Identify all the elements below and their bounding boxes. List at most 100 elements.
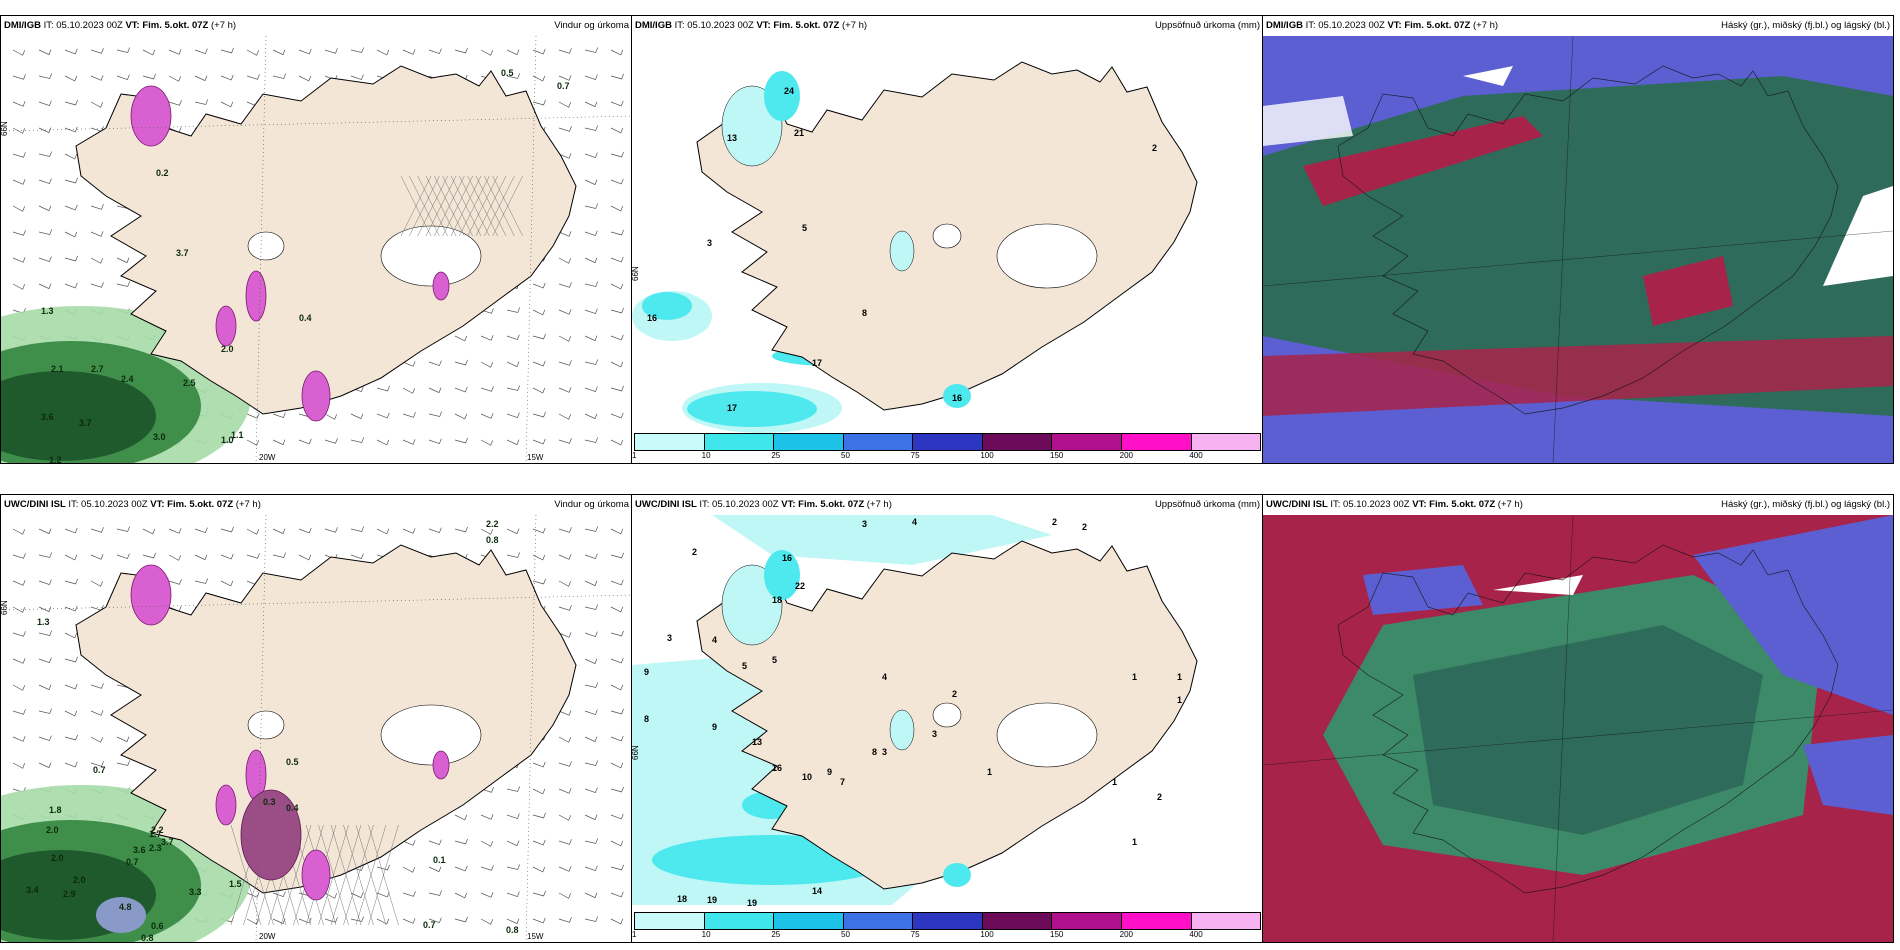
wind-barb (532, 75, 546, 82)
wind-barb (428, 387, 442, 394)
precip-value-label: 19 (747, 898, 757, 908)
precip-value-label: 0.4 (299, 313, 312, 323)
map-area[interactable] (1263, 515, 1893, 942)
valid-label: VT: (125, 20, 140, 31)
precip-value-label: 2.0 (51, 853, 64, 863)
wind-barb (376, 864, 390, 871)
wind-barb (532, 282, 546, 289)
wind-barb (610, 100, 624, 107)
wind-barb (64, 578, 78, 585)
wind-barb (532, 387, 546, 394)
map-area[interactable]: 20W 15W 66N 0.5 0.7 0.2 3.7 1.3 2.1 2.7 2.4 3.6 3.7 3… (1, 36, 632, 463)
precip-value-label: 17 (727, 403, 737, 413)
low-cloud-layer (1693, 515, 1893, 715)
precip-value-label: 18 (677, 894, 687, 904)
wind-barb (272, 439, 286, 446)
wind-barb (38, 708, 53, 714)
wind-barb (324, 438, 338, 444)
wind-barb (584, 553, 598, 560)
wind-barb (532, 812, 546, 819)
wind-barb (90, 710, 104, 716)
wind-barb (532, 527, 546, 534)
wind-barb (90, 204, 104, 210)
wind-barb (558, 866, 572, 872)
precip-value-label: 2.0 (73, 875, 86, 885)
glacier (247, 231, 285, 261)
hatch-line (318, 824, 349, 926)
wind-barb (38, 178, 52, 185)
valid-label: VT: (1412, 499, 1427, 510)
wind-barb (12, 553, 26, 559)
wind-barb (116, 553, 130, 560)
wind-barb (116, 74, 130, 81)
wind-barb (168, 579, 182, 585)
wind-barb (610, 891, 624, 898)
wind-barb (38, 151, 53, 157)
map-area[interactable]: 66N 3 4 2 2 2 16 18 22 3 4 5 9 5 8 9 13 16 10 9 7 8 18 19 19 14 4 3… (632, 515, 1263, 912)
legend-tick-label: 25 (771, 451, 781, 460)
wind-barb (12, 230, 26, 236)
wind-barb (90, 527, 104, 533)
wind-barb (558, 231, 572, 237)
map-area[interactable]: 66N 24 21 13 2 5 8 16 17 17 16 3 (632, 36, 1263, 433)
valid-time: Fim. 5.okt. 07Z (1404, 20, 1471, 31)
hatch-line (355, 824, 387, 926)
wind-barb (64, 204, 78, 211)
legend-swatch (1052, 434, 1122, 450)
wind-barb (558, 438, 572, 444)
wind-barb (402, 412, 416, 418)
precip-area (687, 391, 817, 427)
wind-barb (38, 49, 52, 56)
wind-barb (168, 100, 182, 106)
wind-barb (584, 230, 598, 237)
legend-tick-label: 1 (632, 930, 637, 939)
color-legend: 1 10 25 50 75 100 150 200 400 (632, 433, 1263, 463)
lead-time: (+7 h) (1473, 20, 1499, 31)
wind-barb (584, 179, 598, 186)
wind-barb (12, 631, 26, 637)
wind-barb (38, 73, 53, 79)
wind-barb (90, 683, 104, 689)
hatch-line (475, 175, 507, 237)
wind-barb (610, 334, 624, 341)
precip-value-label: 19 (707, 895, 717, 905)
precip-value-label: 3 (882, 747, 887, 757)
wind-barb (12, 762, 26, 769)
wind-barb (454, 335, 468, 342)
wind-barb (64, 126, 78, 133)
wind-barb (272, 73, 287, 79)
wind-barb (532, 309, 546, 316)
wind-barb (558, 761, 572, 767)
low-cloud-layer (1803, 735, 1893, 815)
wind-barb (584, 604, 599, 610)
map-area[interactable]: 20W 15W 66N 2.2 0.8 1.3 0.7 1.8 2.0 1.7 2.3 3.6 3.7 2… (1, 515, 632, 942)
wind-barb (480, 918, 494, 925)
wind-barb (90, 282, 104, 288)
map-area[interactable] (1263, 36, 1893, 463)
wind-barb (454, 892, 468, 899)
precip-value-label: 1.3 (41, 306, 54, 316)
wind-barb (558, 48, 572, 54)
wind-barb (220, 47, 234, 54)
valid-label: VT: (1387, 20, 1402, 31)
wind-barb (532, 411, 546, 418)
wind-barb (402, 528, 416, 534)
shower-area (301, 849, 331, 901)
precip-value-label: 0.6 (151, 921, 164, 931)
legend-tick-label: 400 (1189, 930, 1203, 939)
precip-value-label: 1 (1132, 672, 1137, 682)
precip-value-label: 1 (1177, 695, 1182, 705)
wind-barb (12, 736, 26, 742)
lead-time: (+7 h) (842, 20, 868, 31)
wind-barb (584, 413, 598, 420)
wind-barb (506, 307, 521, 313)
longitude-label: 15W (527, 453, 544, 462)
wind-barb (402, 439, 416, 445)
precip-value-label: 4 (712, 635, 717, 645)
wind-barb (610, 49, 624, 56)
precip-value-label: 0.5 (501, 68, 514, 78)
wind-barb (246, 74, 260, 80)
wind-barb (38, 205, 52, 212)
panel-wind-precip-uwc: UWC/DINI ISL IT: 05.10.2023 00Z VT: Fim.… (0, 494, 633, 943)
wind-barb (64, 255, 78, 262)
